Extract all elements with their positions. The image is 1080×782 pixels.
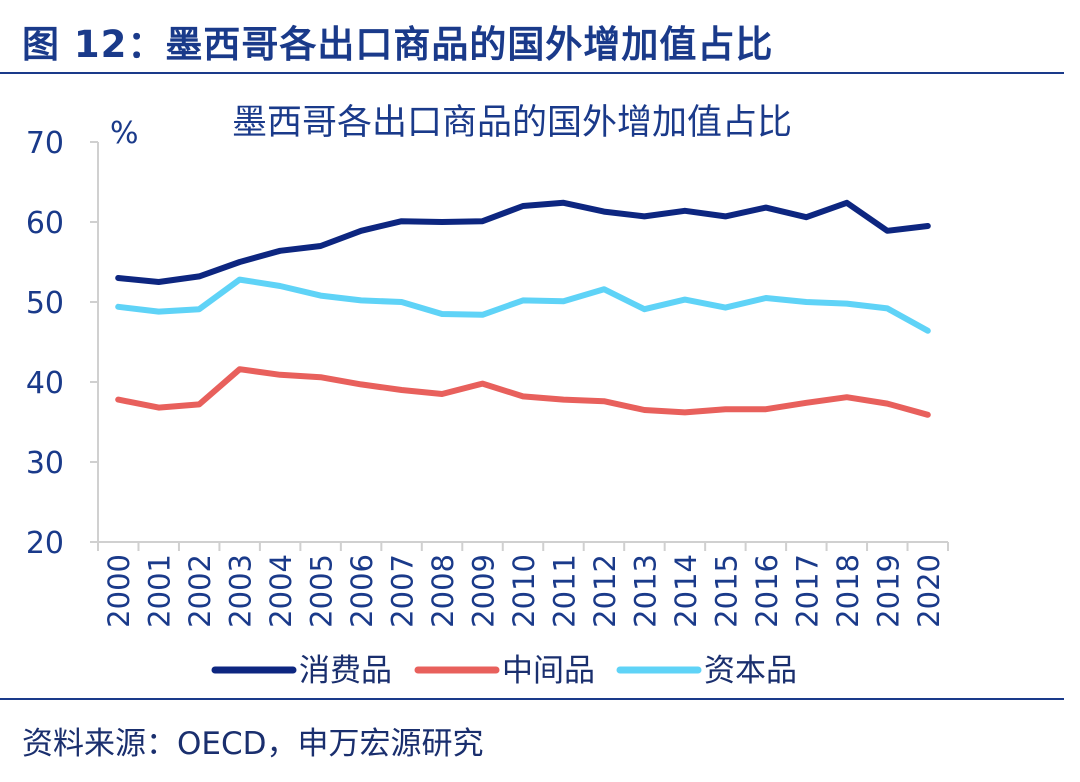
series-line-3: [115, 276, 931, 334]
legend-label: 中间品: [502, 653, 595, 689]
x-tick-label: 2008: [426, 554, 460, 628]
legend-label: 资本品: [704, 653, 797, 689]
x-tick-label: 2014: [669, 554, 703, 628]
x-tick-label: 2006: [345, 554, 379, 628]
x-tick-label: 2012: [588, 554, 622, 628]
y-tick-label: 40: [26, 366, 64, 401]
series-lines: [115, 199, 931, 418]
x-tick-label: 2013: [628, 554, 662, 628]
x-tick-label: 2009: [467, 554, 501, 628]
x-tick-label: 2007: [386, 554, 420, 628]
footer-rule: [0, 698, 1064, 700]
legend-label: 消费品: [299, 653, 392, 689]
x-tick-label: 2011: [547, 554, 581, 628]
y-tick-label: 50: [26, 286, 64, 321]
x-tick-label: 2003: [224, 554, 258, 628]
x-tick-label: 2019: [871, 554, 905, 628]
x-tick-label: 2018: [831, 554, 865, 628]
chart-title: 墨西哥各出口商品的国外增加值占比: [232, 103, 792, 143]
axes: 20 30 40 50 60 70 2000 2001 2002 2003 2004 2005 2006…: [26, 126, 949, 628]
y-tick-label: 60: [26, 206, 64, 241]
x-tick-label: 2002: [183, 554, 217, 628]
x-tick-label: 2015: [709, 554, 743, 628]
y-axis-unit: %: [110, 116, 139, 151]
x-tick-label: 2017: [790, 554, 824, 628]
series-line-2: [115, 366, 931, 418]
x-tick-label: 2020: [912, 554, 946, 628]
figure-title: 图 12：墨西哥各出口商品的国外增加值占比: [22, 23, 774, 66]
series-line-1: [115, 199, 931, 285]
legend: 消费品 中间品 资本品: [211, 653, 797, 689]
y-tick-label: 30: [26, 446, 64, 481]
y-tick-label: 20: [26, 526, 64, 561]
x-tick-label: 2004: [264, 554, 298, 628]
y-tick-label: 70: [26, 126, 64, 161]
x-tick-label: 2010: [507, 554, 541, 628]
x-tick-label: 2001: [143, 554, 177, 628]
x-tick-label: 2005: [305, 554, 339, 628]
x-tick-label: 2016: [750, 554, 784, 628]
source-note: 资料来源：OECD，申万宏源研究: [22, 726, 484, 762]
x-tick-label: 2000: [102, 554, 136, 628]
header-rule: [0, 72, 1064, 74]
